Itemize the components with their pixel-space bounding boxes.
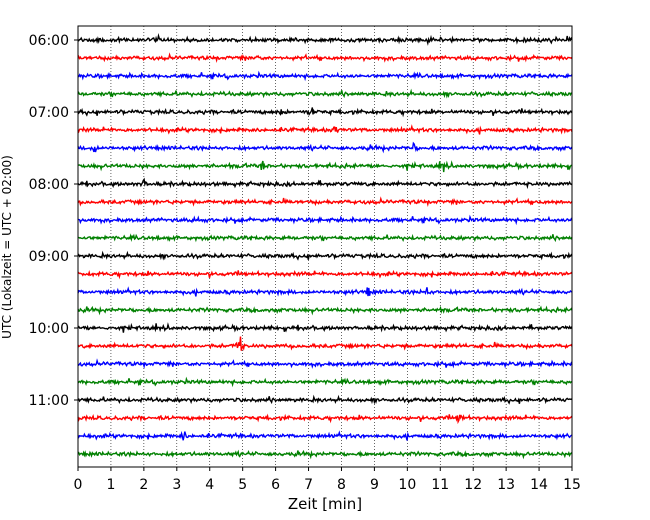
trace-line bbox=[77, 358, 573, 369]
x-tick-label: 4 bbox=[205, 477, 214, 493]
x-tick-label: 6 bbox=[271, 477, 280, 493]
x-tick-label: 7 bbox=[304, 477, 313, 493]
y-tick-label: 10:00 bbox=[29, 321, 69, 337]
trace-line bbox=[77, 430, 573, 441]
trace-line bbox=[77, 413, 573, 425]
x-axis-ticks: 0 1 2 3 4 5 6 7 8 9 10 11 12 13 14 15 bbox=[74, 467, 581, 493]
plot-frame bbox=[77, 25, 573, 468]
y-tick-label: 07:00 bbox=[29, 105, 69, 121]
trace-line bbox=[77, 322, 573, 333]
x-tick-label: 14 bbox=[530, 477, 548, 493]
x-axis-label: Zeit [min] bbox=[288, 495, 362, 513]
trace-line bbox=[77, 88, 573, 99]
trace-line bbox=[77, 336, 573, 352]
trace-line bbox=[77, 124, 573, 135]
trace-line bbox=[77, 394, 573, 405]
y-tick-label: 11:00 bbox=[29, 393, 69, 409]
y-axis-label: UTC (Lokalzeit = UTC + 02:00) bbox=[0, 155, 14, 339]
trace-line bbox=[77, 305, 573, 316]
trace-line bbox=[77, 70, 573, 82]
x-tick-label: 5 bbox=[238, 477, 247, 493]
y-axis-ticks: 06:00 07:00 08:00 09:00 10:00 11:00 bbox=[29, 33, 78, 409]
trace-line bbox=[77, 33, 573, 46]
x-tick-label: 12 bbox=[464, 477, 482, 493]
x-tick-label: 9 bbox=[370, 477, 379, 493]
y-tick-label: 06:00 bbox=[29, 33, 69, 49]
trace-line bbox=[77, 376, 573, 388]
x-tick-label: 2 bbox=[139, 477, 148, 493]
trace-line bbox=[77, 286, 573, 297]
y-tick-label: 08:00 bbox=[29, 177, 69, 193]
y-tick-label: 09:00 bbox=[29, 249, 69, 265]
trace-line bbox=[77, 52, 573, 63]
trace-line bbox=[78, 160, 573, 173]
seismogram-traces bbox=[77, 33, 573, 460]
x-tick-label: 15 bbox=[563, 477, 581, 493]
x-tick-label: 3 bbox=[172, 477, 181, 493]
x-tick-label: 11 bbox=[431, 477, 449, 493]
trace-line bbox=[77, 269, 573, 280]
x-tick-label: 10 bbox=[398, 477, 416, 493]
x-tick-label: 8 bbox=[337, 477, 346, 493]
trace-line bbox=[77, 214, 573, 226]
trace-line bbox=[77, 233, 573, 243]
trace-line bbox=[77, 177, 573, 190]
x-tick-label: 0 bbox=[74, 477, 83, 493]
x-tick-label: 1 bbox=[106, 477, 115, 493]
trace-line bbox=[77, 196, 573, 207]
x-tick-label: 13 bbox=[497, 477, 515, 493]
trace-line bbox=[77, 250, 573, 261]
trace-line bbox=[77, 141, 573, 154]
trace-line bbox=[77, 107, 573, 118]
trace-line bbox=[77, 449, 573, 460]
